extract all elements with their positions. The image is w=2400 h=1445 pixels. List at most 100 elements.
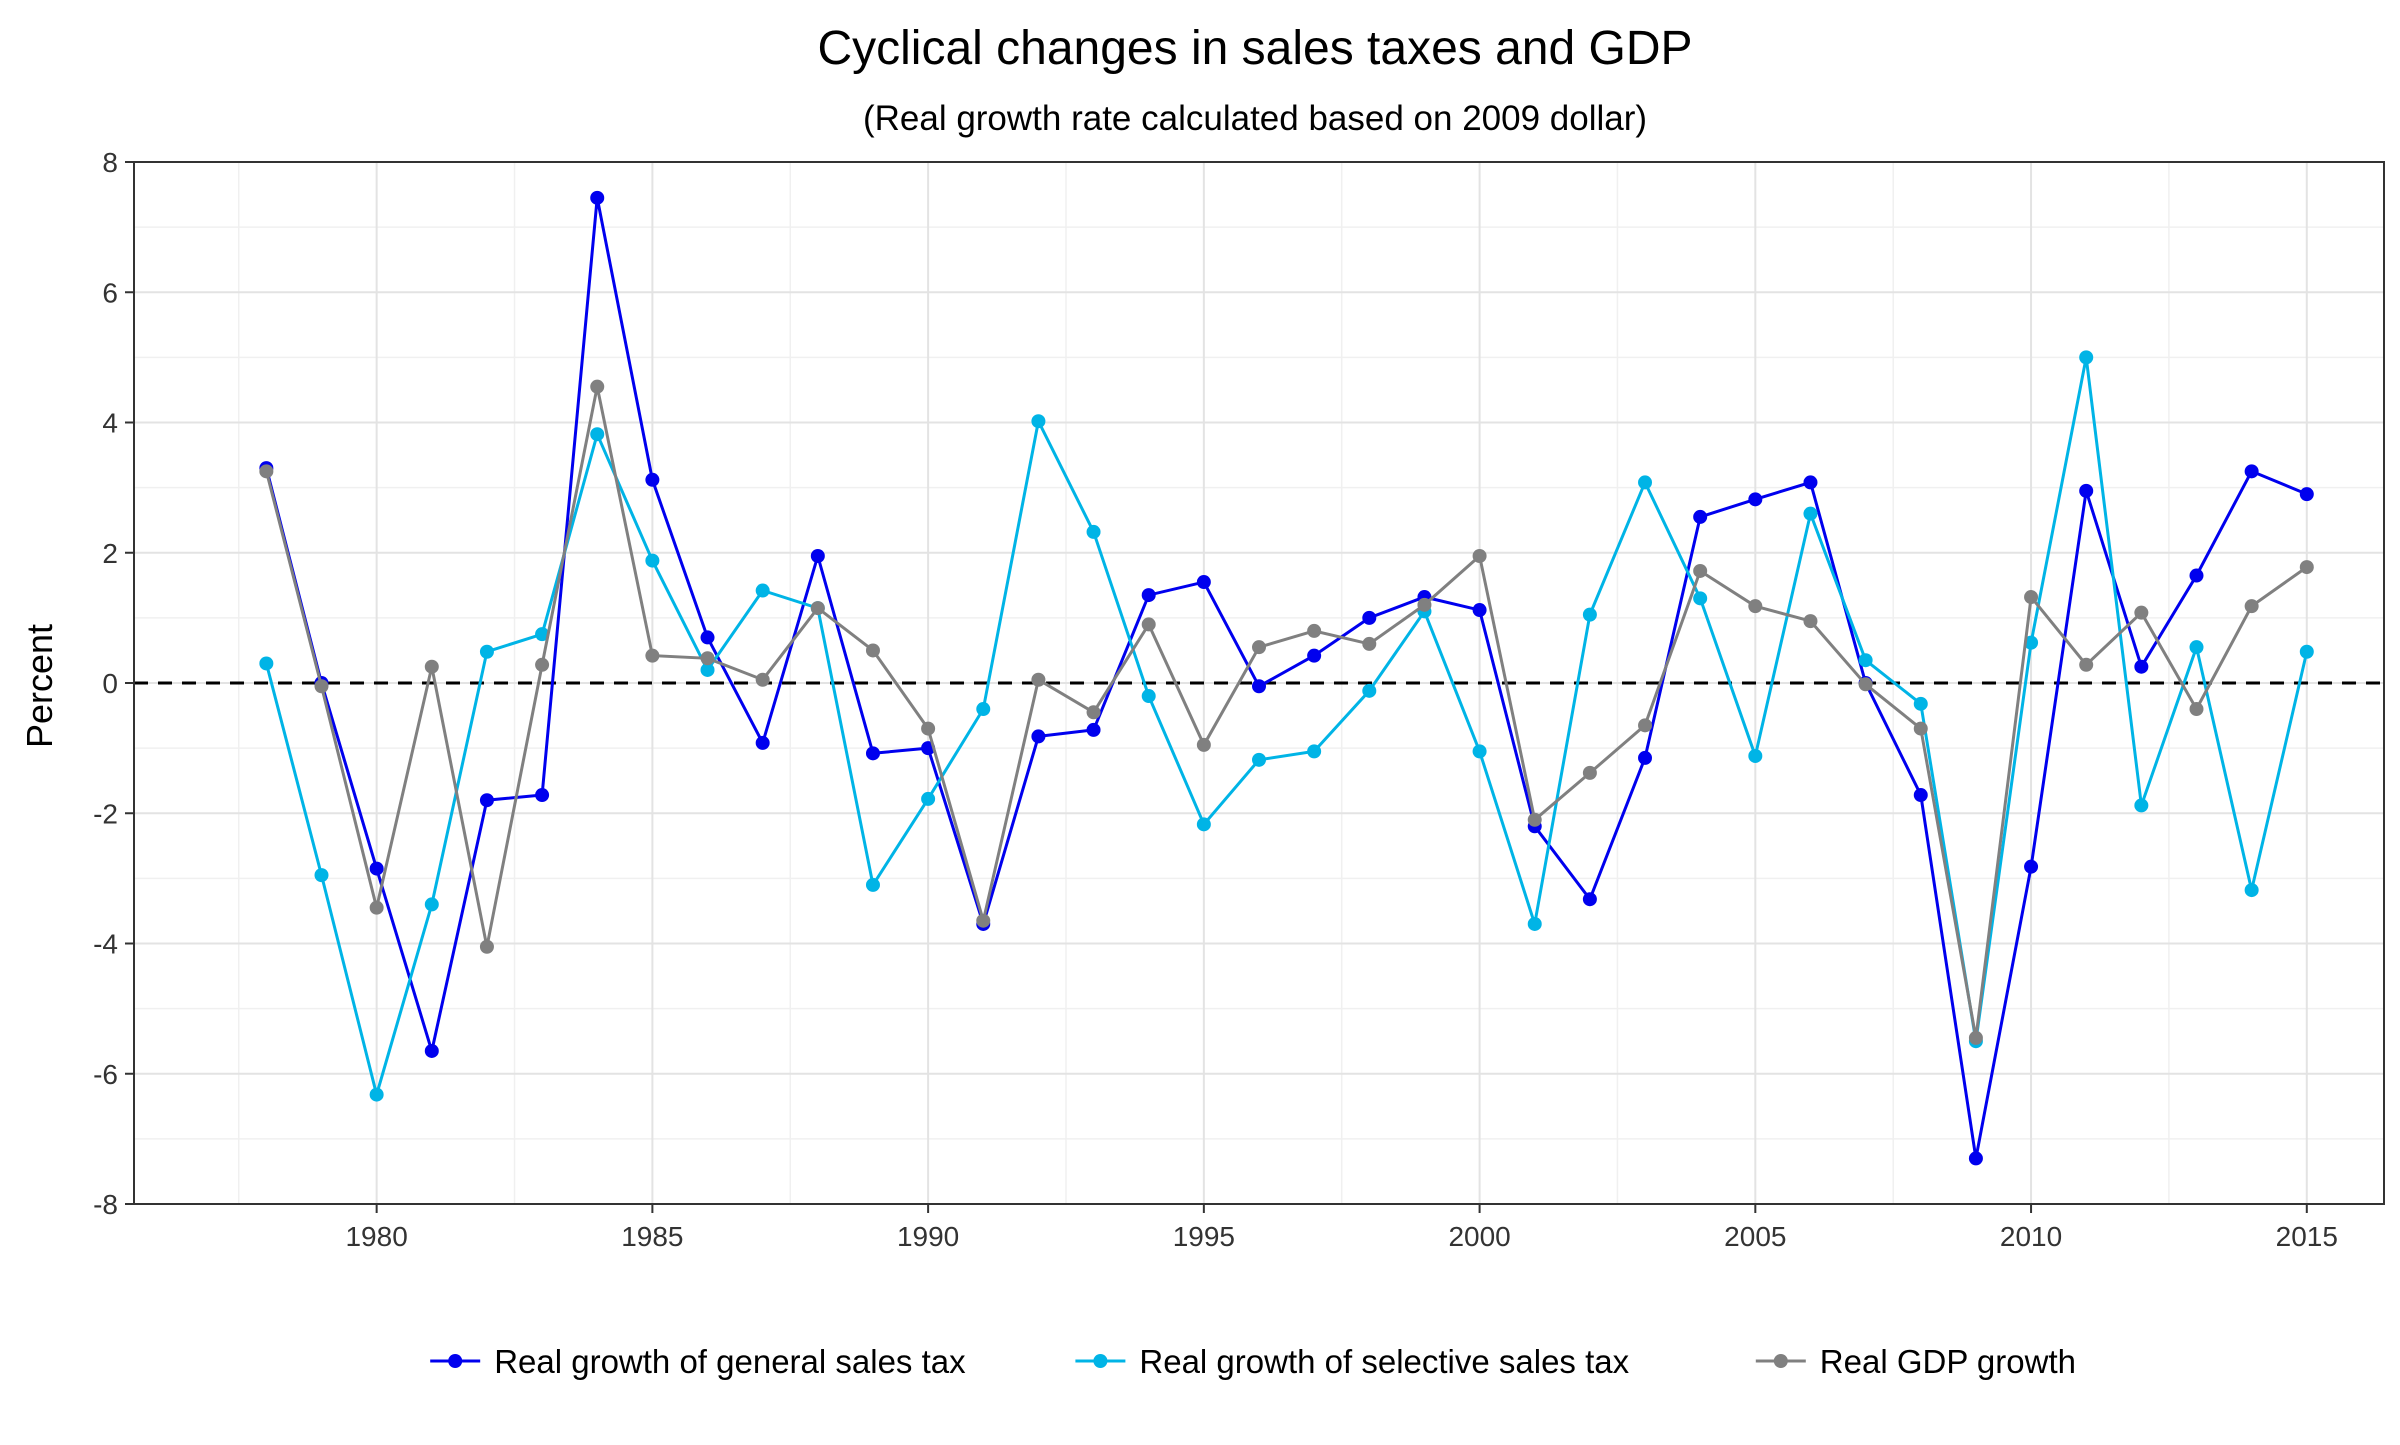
data-point [259, 464, 274, 479]
data-point [1858, 677, 1873, 692]
data-point [369, 900, 384, 915]
data-point [2024, 590, 2039, 605]
series-group [259, 190, 2314, 1166]
data-point [1362, 683, 1377, 698]
data-point [2079, 657, 2094, 672]
data-point [1582, 765, 1597, 780]
data-point [1803, 475, 1818, 490]
data-point [1196, 575, 1211, 590]
data-point [535, 657, 550, 672]
data-point [1748, 492, 1763, 507]
data-point [1527, 916, 1542, 931]
data-point [2134, 659, 2149, 674]
data-point [976, 913, 991, 928]
data-point [1417, 597, 1432, 612]
data-point [2024, 635, 2039, 650]
data-point [1748, 599, 1763, 614]
data-point [2299, 644, 2314, 659]
data-point [2189, 702, 2204, 717]
y-tick-label: 8 [102, 147, 118, 178]
data-point [479, 939, 494, 954]
data-point [810, 601, 825, 616]
legend-label: Real GDP growth [1820, 1343, 2076, 1380]
data-point [755, 735, 770, 750]
data-point [700, 662, 715, 677]
data-point [700, 651, 715, 666]
data-point [645, 472, 660, 487]
data-point [1141, 689, 1156, 704]
data-point [424, 1043, 439, 1058]
data-point [1582, 892, 1597, 907]
data-point [2079, 483, 2094, 498]
data-point [1086, 722, 1101, 737]
data-point [369, 1087, 384, 1102]
data-point [314, 868, 329, 883]
data-point [1638, 475, 1653, 490]
data-point [865, 877, 880, 892]
data-point [810, 549, 825, 564]
data-point [1472, 603, 1487, 618]
data-point [1196, 737, 1211, 752]
data-point [921, 791, 936, 806]
data-point [1582, 607, 1597, 622]
data-point [1252, 752, 1266, 767]
data-point [590, 427, 605, 442]
data-point [2244, 883, 2259, 898]
data-point [1693, 591, 1708, 606]
data-point [1086, 705, 1101, 720]
legend-key-point [1773, 1354, 1788, 1368]
data-point [1031, 729, 1046, 744]
y-tick-label: -6 [93, 1059, 118, 1090]
data-point [1141, 617, 1156, 632]
data-point [1086, 524, 1101, 539]
legend-item-1: Real growth of general sales tax [430, 1343, 966, 1380]
y-tick-label: -4 [93, 929, 118, 960]
data-point [1307, 744, 1322, 759]
series-2 [259, 350, 2314, 1102]
legend-item-2: Real growth of selective sales tax [1075, 1343, 1630, 1380]
data-point [2134, 605, 2149, 620]
y-axis-title: Percent [19, 624, 60, 748]
data-point [314, 679, 329, 694]
legend-key-point [1093, 1354, 1108, 1368]
x-tick-label: 2005 [1724, 1221, 1786, 1252]
data-point [424, 659, 439, 674]
data-point [2189, 568, 2204, 583]
data-point [1968, 1151, 1983, 1166]
data-point [1748, 748, 1763, 763]
data-point [1693, 509, 1708, 524]
data-point [976, 702, 991, 717]
data-point [1362, 636, 1377, 651]
data-point [1638, 750, 1653, 765]
data-point [590, 190, 605, 205]
data-point [1472, 549, 1487, 564]
x-tick-label: 1995 [1173, 1221, 1235, 1252]
data-point [1803, 506, 1818, 521]
data-point [2189, 640, 2204, 655]
data-point [2244, 599, 2259, 614]
x-tick-label: 1980 [345, 1221, 407, 1252]
data-point [1252, 679, 1266, 694]
data-point [865, 643, 880, 658]
series-3 [259, 379, 2314, 1045]
x-tick-label: 2015 [2276, 1221, 2338, 1252]
chart-title: Cyclical changes in sales taxes and GDP [817, 22, 1692, 75]
data-point [1638, 718, 1653, 733]
data-point [369, 861, 384, 876]
data-point [700, 630, 715, 645]
data-point [535, 627, 550, 642]
x-tick-label: 1990 [897, 1221, 959, 1252]
data-point [1031, 414, 1046, 429]
data-point [1141, 588, 1156, 603]
data-point [1307, 648, 1322, 663]
data-point [2299, 560, 2314, 575]
y-tick-label: 2 [102, 538, 118, 569]
data-point [1693, 563, 1708, 578]
series-1 [259, 190, 2314, 1166]
data-point [1913, 696, 1928, 711]
data-point [1913, 721, 1928, 736]
y-tick-label: 4 [102, 408, 118, 439]
series-line [264, 197, 2308, 1159]
data-point [479, 644, 494, 659]
data-point [424, 897, 439, 912]
